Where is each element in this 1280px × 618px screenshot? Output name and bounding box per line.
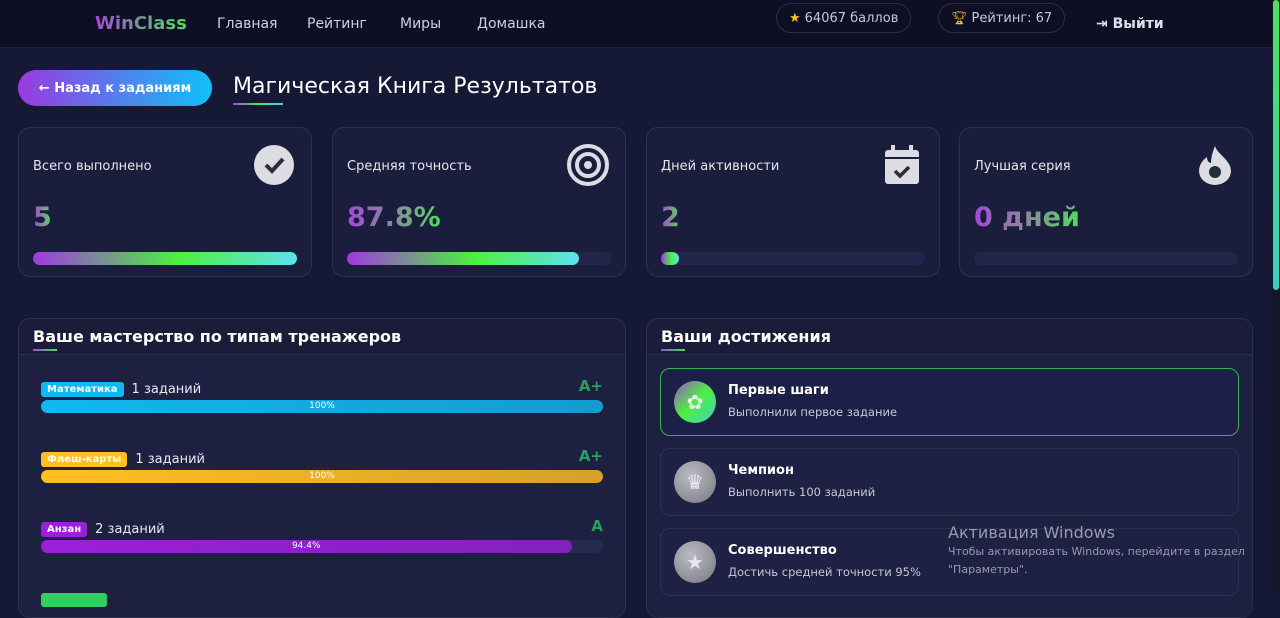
- nav-homework[interactable]: Домашка: [477, 16, 546, 32]
- check-circle-icon: [253, 144, 295, 186]
- nav-worlds[interactable]: Миры: [400, 16, 442, 32]
- stat-value: 0 дней: [974, 202, 1080, 233]
- crown-icon: ♛: [674, 461, 716, 503]
- mastery-progress-fill: 100%: [41, 400, 603, 413]
- achievement-title: Совершенство: [728, 543, 837, 558]
- mastery-row: Флеш-карты 1 заданий A+ 100%: [41, 447, 603, 489]
- stat-progress: [974, 252, 1238, 265]
- mastery-tag: Флеш-карты: [41, 452, 128, 467]
- mastery-grade: A: [591, 517, 603, 535]
- stat-label: Дней активности: [661, 159, 780, 174]
- achievement-title: Чемпион: [728, 463, 794, 478]
- stat-label: Средняя точность: [347, 159, 472, 174]
- stat-progress-fill: [347, 252, 579, 265]
- logout-button[interactable]: ⇥ Выйти: [1096, 16, 1164, 32]
- achievement-card: ♛ Чемпион Выполнить 100 заданий: [660, 448, 1239, 516]
- mastery-tag: Математика: [41, 382, 124, 397]
- star-icon: ★: [789, 10, 801, 26]
- trophy-icon: 🏆︎: [951, 10, 968, 26]
- mastery-row: Анзан 2 заданий A 94.4%: [41, 517, 603, 559]
- fire-icon: [1194, 144, 1236, 186]
- mastery-tag: [41, 592, 107, 607]
- achievement-desc: Достичь средней точности 95%: [728, 565, 921, 579]
- mastery-title: Ваше мастерство по типам тренажеров: [19, 319, 625, 355]
- mastery-tag: Анзан: [41, 522, 88, 537]
- stat-progress-fill: [33, 252, 297, 265]
- mastery-progress: 100%: [41, 470, 603, 483]
- mastery-grade: A+: [578, 447, 603, 465]
- mastery-progress-fill: 94.4%: [41, 540, 572, 553]
- nav-home[interactable]: Главная: [217, 16, 278, 32]
- calendar-check-icon: [881, 144, 923, 186]
- stat-value: 87.8%: [347, 202, 441, 233]
- back-to-tasks-button[interactable]: ← Назад к заданиям: [18, 70, 212, 106]
- achievement-desc: Выполнить 100 заданий: [728, 485, 876, 499]
- award-icon: ✿: [674, 381, 716, 423]
- nav-rating[interactable]: Рейтинг: [307, 16, 367, 32]
- stat-value: 5: [33, 202, 52, 233]
- mastery-progress: 100%: [41, 400, 603, 413]
- achievements-title: Ваши достижения: [647, 319, 1252, 355]
- stat-value: 2: [661, 202, 680, 233]
- mastery-count: 1 заданий: [135, 452, 205, 467]
- stat-card: Средняя точность 87.8%: [332, 127, 626, 277]
- mastery-progress-fill: 100%: [41, 470, 603, 483]
- page-title: Магическая Книга Результатов: [233, 74, 598, 99]
- stat-progress-fill: [661, 252, 680, 265]
- logout-icon: ⇥: [1096, 16, 1113, 32]
- achievement-card: ✿ Первые шаги Выполнили первое задание: [660, 368, 1239, 436]
- mastery-panel: Ваше мастерство по типам тренажеров Мате…: [18, 318, 626, 618]
- mastery-row: Математика 1 заданий A+ 100%: [41, 377, 603, 419]
- scrollbar-thumb[interactable]: [1273, 0, 1279, 290]
- logo[interactable]: WinClass: [95, 13, 187, 34]
- top-nav: WinClass Главная Рейтинг Миры Домашка ★ 6…: [0, 0, 1272, 48]
- mastery-grade: A+: [578, 377, 603, 395]
- star-icon: ★: [674, 541, 716, 583]
- points-badge: ★ 64067 баллов: [776, 3, 912, 33]
- stat-label: Лучшая серия: [974, 159, 1071, 174]
- title-underline: [233, 103, 283, 105]
- stat-progress: [33, 252, 297, 265]
- scrollbar[interactable]: [1272, 0, 1280, 594]
- stat-card: Лучшая серия 0 дней: [959, 127, 1253, 277]
- achievement-card: ★ Совершенство Достичь средней точности …: [660, 528, 1239, 596]
- stat-progress: [347, 252, 611, 265]
- mastery-count: 2 заданий: [95, 522, 165, 537]
- mastery-progress: 94.4%: [41, 540, 603, 553]
- mastery-count: 1 заданий: [131, 382, 202, 397]
- achievements-panel: Ваши достижения ✿ Первые шаги Выполнили …: [646, 318, 1253, 618]
- mastery-row: [41, 589, 603, 617]
- target-icon: [567, 144, 609, 186]
- rating-badge: 🏆︎ Рейтинг: 67: [938, 3, 1066, 33]
- achievement-title: Первые шаги: [728, 383, 829, 398]
- achievement-desc: Выполнили первое задание: [728, 405, 898, 419]
- stat-progress: [661, 252, 925, 265]
- stat-label: Всего выполнено: [33, 159, 152, 174]
- stat-card: Всего выполнено 5: [18, 127, 312, 277]
- stat-card: Дней активности 2: [646, 127, 940, 277]
